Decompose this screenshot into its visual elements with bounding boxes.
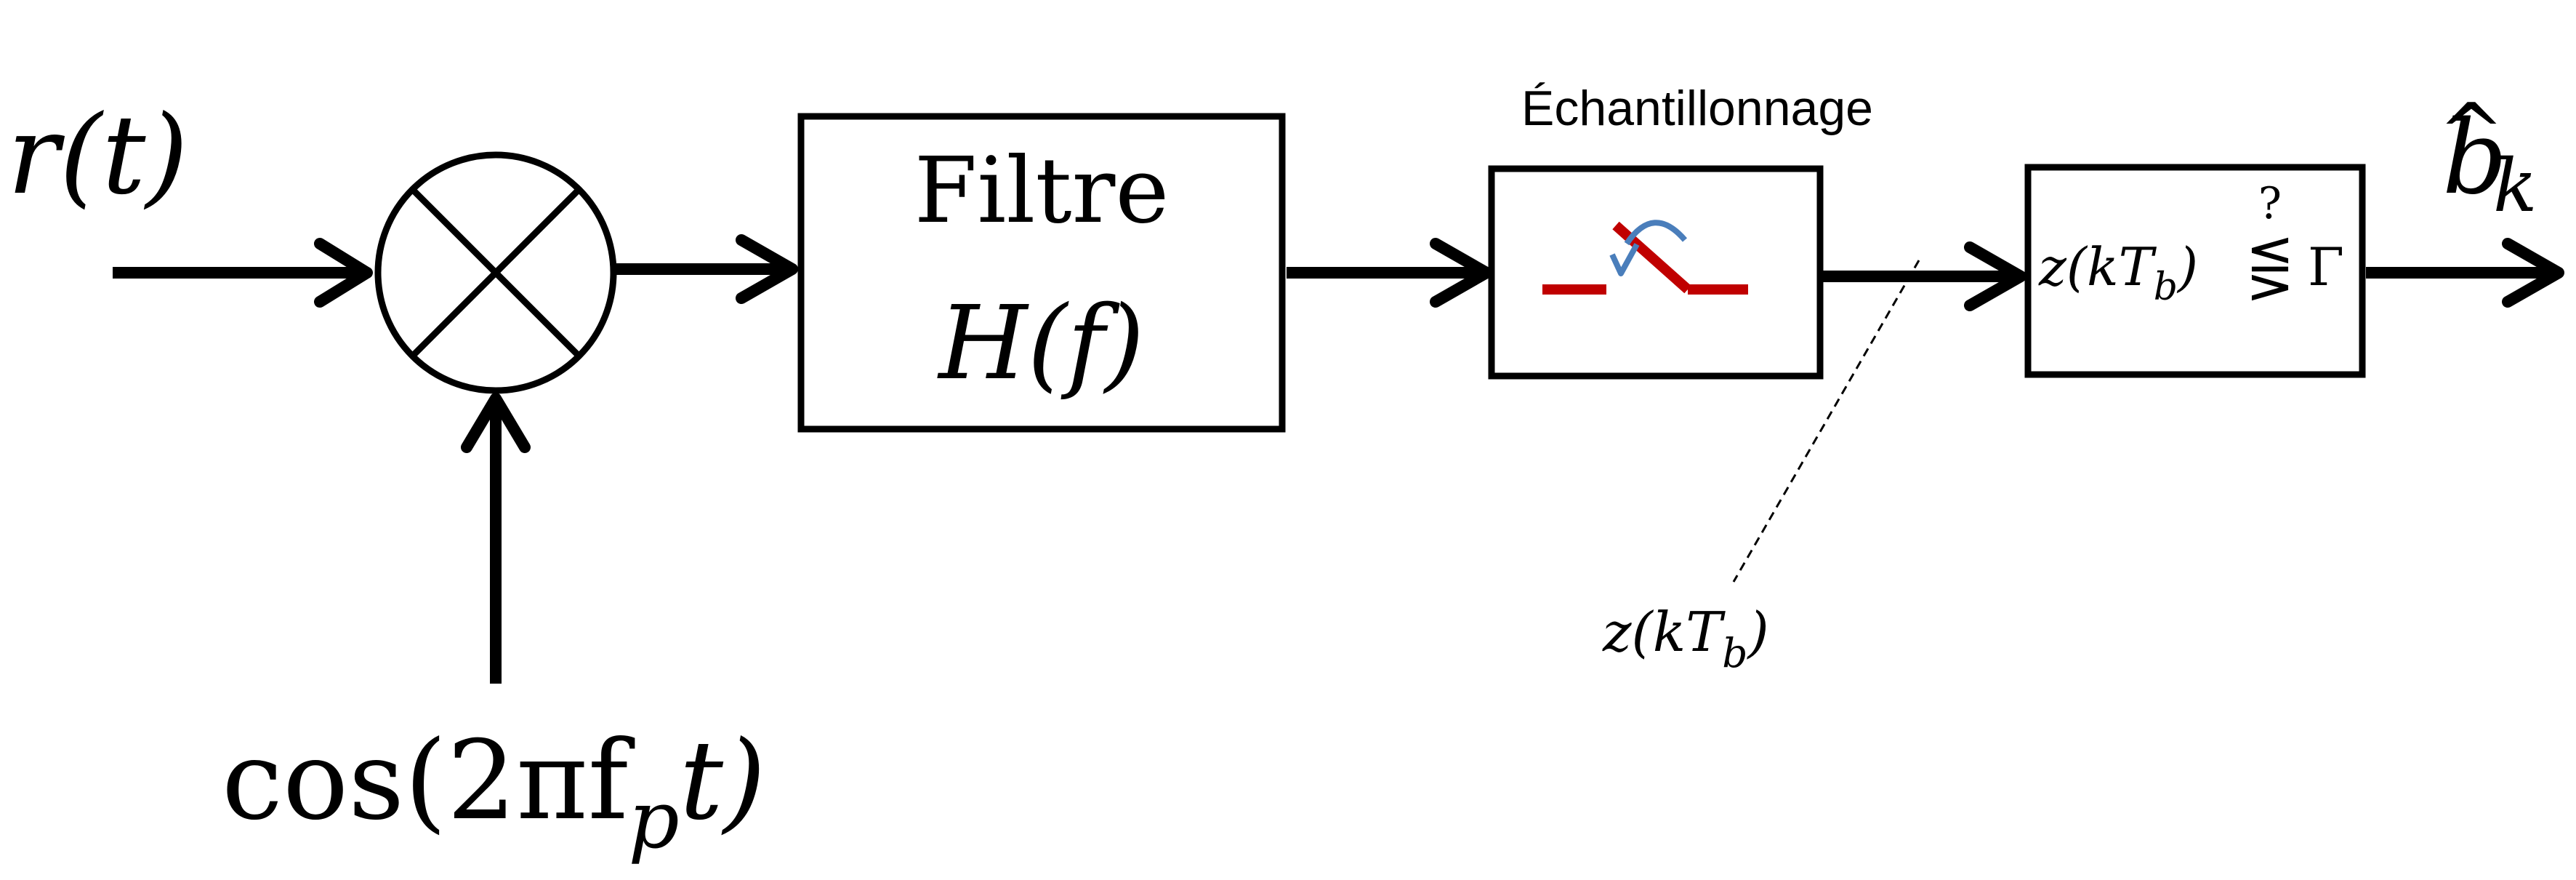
carrier-arrow xyxy=(461,393,531,684)
svg-text:b: b xyxy=(2442,99,2508,217)
svg-text:^: ^ xyxy=(2438,86,2505,179)
sampling-title: Échantillonnage xyxy=(1521,81,1873,136)
svg-text:k: k xyxy=(2493,143,2537,228)
filter-title: Filtre xyxy=(914,138,1170,244)
decision-threshold: Γ xyxy=(2308,236,2344,297)
sampler-block xyxy=(1488,165,1824,380)
decision-expression: z(kTb) xyxy=(2038,236,2198,309)
decision-operator: ⋚ xyxy=(2245,233,2294,301)
sample-label-leader xyxy=(1732,260,1920,583)
sampler-to-decision-arrow xyxy=(1823,241,2026,311)
sampling-switch-icon xyxy=(1542,220,1748,295)
decision-question-mark: ? xyxy=(2258,178,2282,229)
output-symbol-label: ^ b k xyxy=(2438,86,2537,228)
filter-block: Filtre H(f) xyxy=(797,113,1286,433)
input-arrow xyxy=(113,238,373,308)
mixer-to-filter-arrow xyxy=(616,234,798,304)
output-arrow xyxy=(2366,238,2564,308)
filter-transfer-function: H(f) xyxy=(936,284,1144,403)
carrier-label: cos(2πfpt) xyxy=(222,718,766,866)
decision-block: z(kTb) ⋚ ? Γ xyxy=(2024,164,2366,378)
input-signal-label: r(t) xyxy=(7,92,188,219)
filter-to-sampler-arrow xyxy=(1287,238,1492,308)
multiplier-circle-icon xyxy=(374,151,617,394)
sample-value-label: z(kTb) xyxy=(1602,600,1769,676)
